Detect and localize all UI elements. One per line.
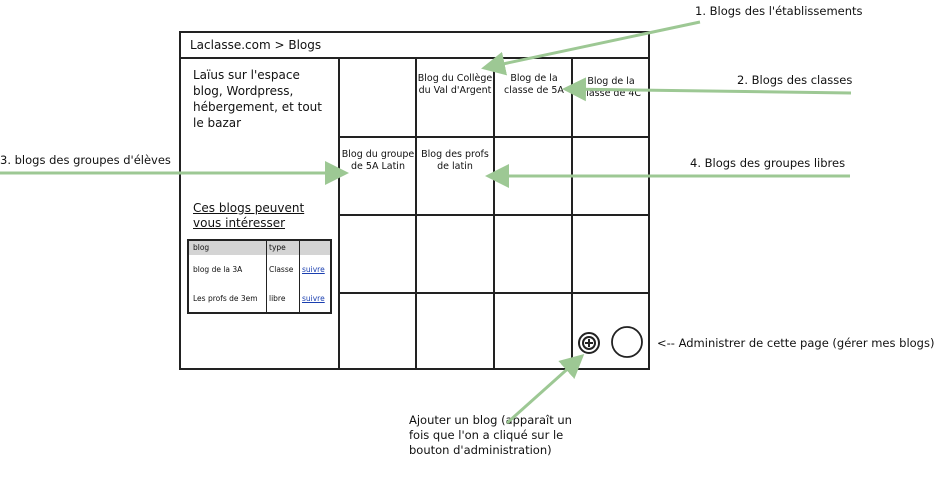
arrow-add [506,354,585,425]
grid-line [415,57,417,370]
row2-type: libre [269,294,286,303]
row1-type: Classe [269,265,294,274]
sidebar-panel [179,57,340,370]
table-header [189,241,330,255]
grid-line [338,214,650,216]
annotation-admin: <-- Administrer de cette page (gérer mes… [657,336,935,350]
admin-circle-icon[interactable] [611,326,643,358]
follow-link[interactable]: suivre [302,294,325,303]
grid-line [338,292,650,294]
arrow-1 [481,20,701,76]
suggestions-table: blog type blog de la 3A Classe suivre Le… [187,239,332,314]
grid-line [338,136,650,138]
blog-tile-classe-4c[interactable]: Blog de la classe de 4C [580,76,642,99]
annotation-3: 3. blogs des groupes d'élèves [0,153,171,167]
column-divider [299,241,300,312]
plus-circle-icon[interactable] [578,332,600,354]
column-divider [266,241,267,312]
blog-tile-groupe-latin[interactable]: Blog du groupe de 5A Latin [341,149,415,172]
blog-tile-profs-latin[interactable]: Blog des profs de latin [421,149,489,172]
grid-line [571,57,573,370]
header-type: type [269,243,286,252]
annotation-1: 1. Blogs des l'établissements [695,4,863,18]
annotation-add-blog: Ajouter un blog (apparaît un fois que l'… [409,413,572,457]
grid-line [493,57,495,370]
breadcrumb[interactable]: Laclasse.com > Blogs [190,38,322,52]
follow-link[interactable]: suivre [302,265,325,274]
intro-text: Laïus sur l'espace blog, Wordpress, hébe… [193,68,322,130]
title-bar: Laclasse.com > Blogs [179,31,650,59]
header-blog: blog [193,243,210,252]
row1-blog: blog de la 3A [193,265,243,274]
blog-tile-classe-5a[interactable]: Blog de la classe de 5A [504,73,564,96]
blog-tile-college[interactable]: Blog du Collège du Val d'Argent [417,73,493,96]
row2-blog: Les profs de 3em [193,294,258,303]
annotation-4: 4. Blogs des groupes libres [690,156,846,170]
suggestions-title[interactable]: Ces blogs peuvent vous intéresser [193,201,305,230]
annotation-2: 2. Blogs des classes [737,73,853,87]
arrow-2 [562,77,852,102]
